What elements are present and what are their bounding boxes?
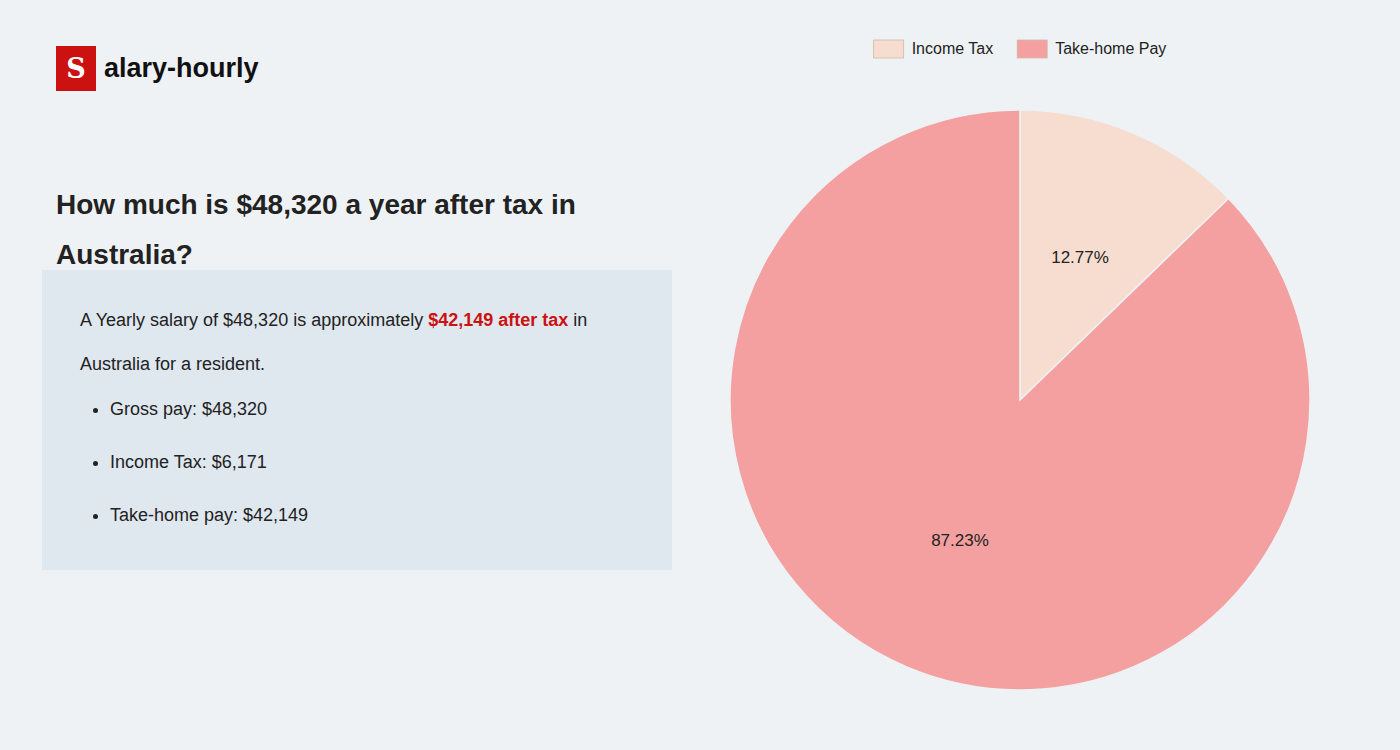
bullet-list: Gross pay: $48,320 Income Tax: $6,171 Take… (86, 398, 308, 557)
bullet: Take-home pay: $42,149 (110, 504, 308, 527)
legend-label: Income Tax (912, 40, 994, 57)
legend: Income Tax Take-home Pay (874, 40, 1167, 58)
summary-highlight: $42,149 after tax (428, 310, 568, 330)
data-label: 12.77% (1051, 248, 1109, 267)
info-box: A Yearly salary of $48,320 is approximat… (42, 270, 672, 570)
logo-text: alary-hourly (104, 53, 259, 84)
summary: A Yearly salary of $48,320 is approximat… (80, 298, 660, 386)
legend-swatch (874, 40, 904, 58)
pie-slice (730, 110, 1310, 690)
bullet: Gross pay: $48,320 (110, 398, 308, 421)
legend-swatch (1017, 40, 1047, 58)
data-label: 87.23% (931, 531, 989, 550)
legend-item: Take-home Pay (1017, 40, 1166, 58)
slices (730, 110, 1310, 690)
legend-item: Income Tax (874, 40, 994, 58)
title: How much is $48,320 a year after tax in … (56, 180, 686, 280)
logo-letter: S (56, 46, 96, 91)
pie-chart: Income Tax Take-home Pay 12.77% 87.23% (660, 0, 1380, 750)
legend-label: Take-home Pay (1055, 40, 1166, 57)
bullet: Income Tax: $6,171 (110, 451, 308, 474)
summary-text: Australia for a resident. (80, 342, 660, 386)
text-panel: S alary-hourly How much is $48,320 a yea… (0, 0, 700, 750)
logo: S alary-hourly (56, 46, 259, 91)
summary-line: A Yearly salary of $48,320 is approximat… (80, 298, 660, 342)
summary-text: A Yearly salary of $48,320 is approximat… (80, 310, 428, 330)
data-labels: 12.77% 87.23% (931, 248, 1109, 550)
summary-text: in (568, 310, 587, 330)
